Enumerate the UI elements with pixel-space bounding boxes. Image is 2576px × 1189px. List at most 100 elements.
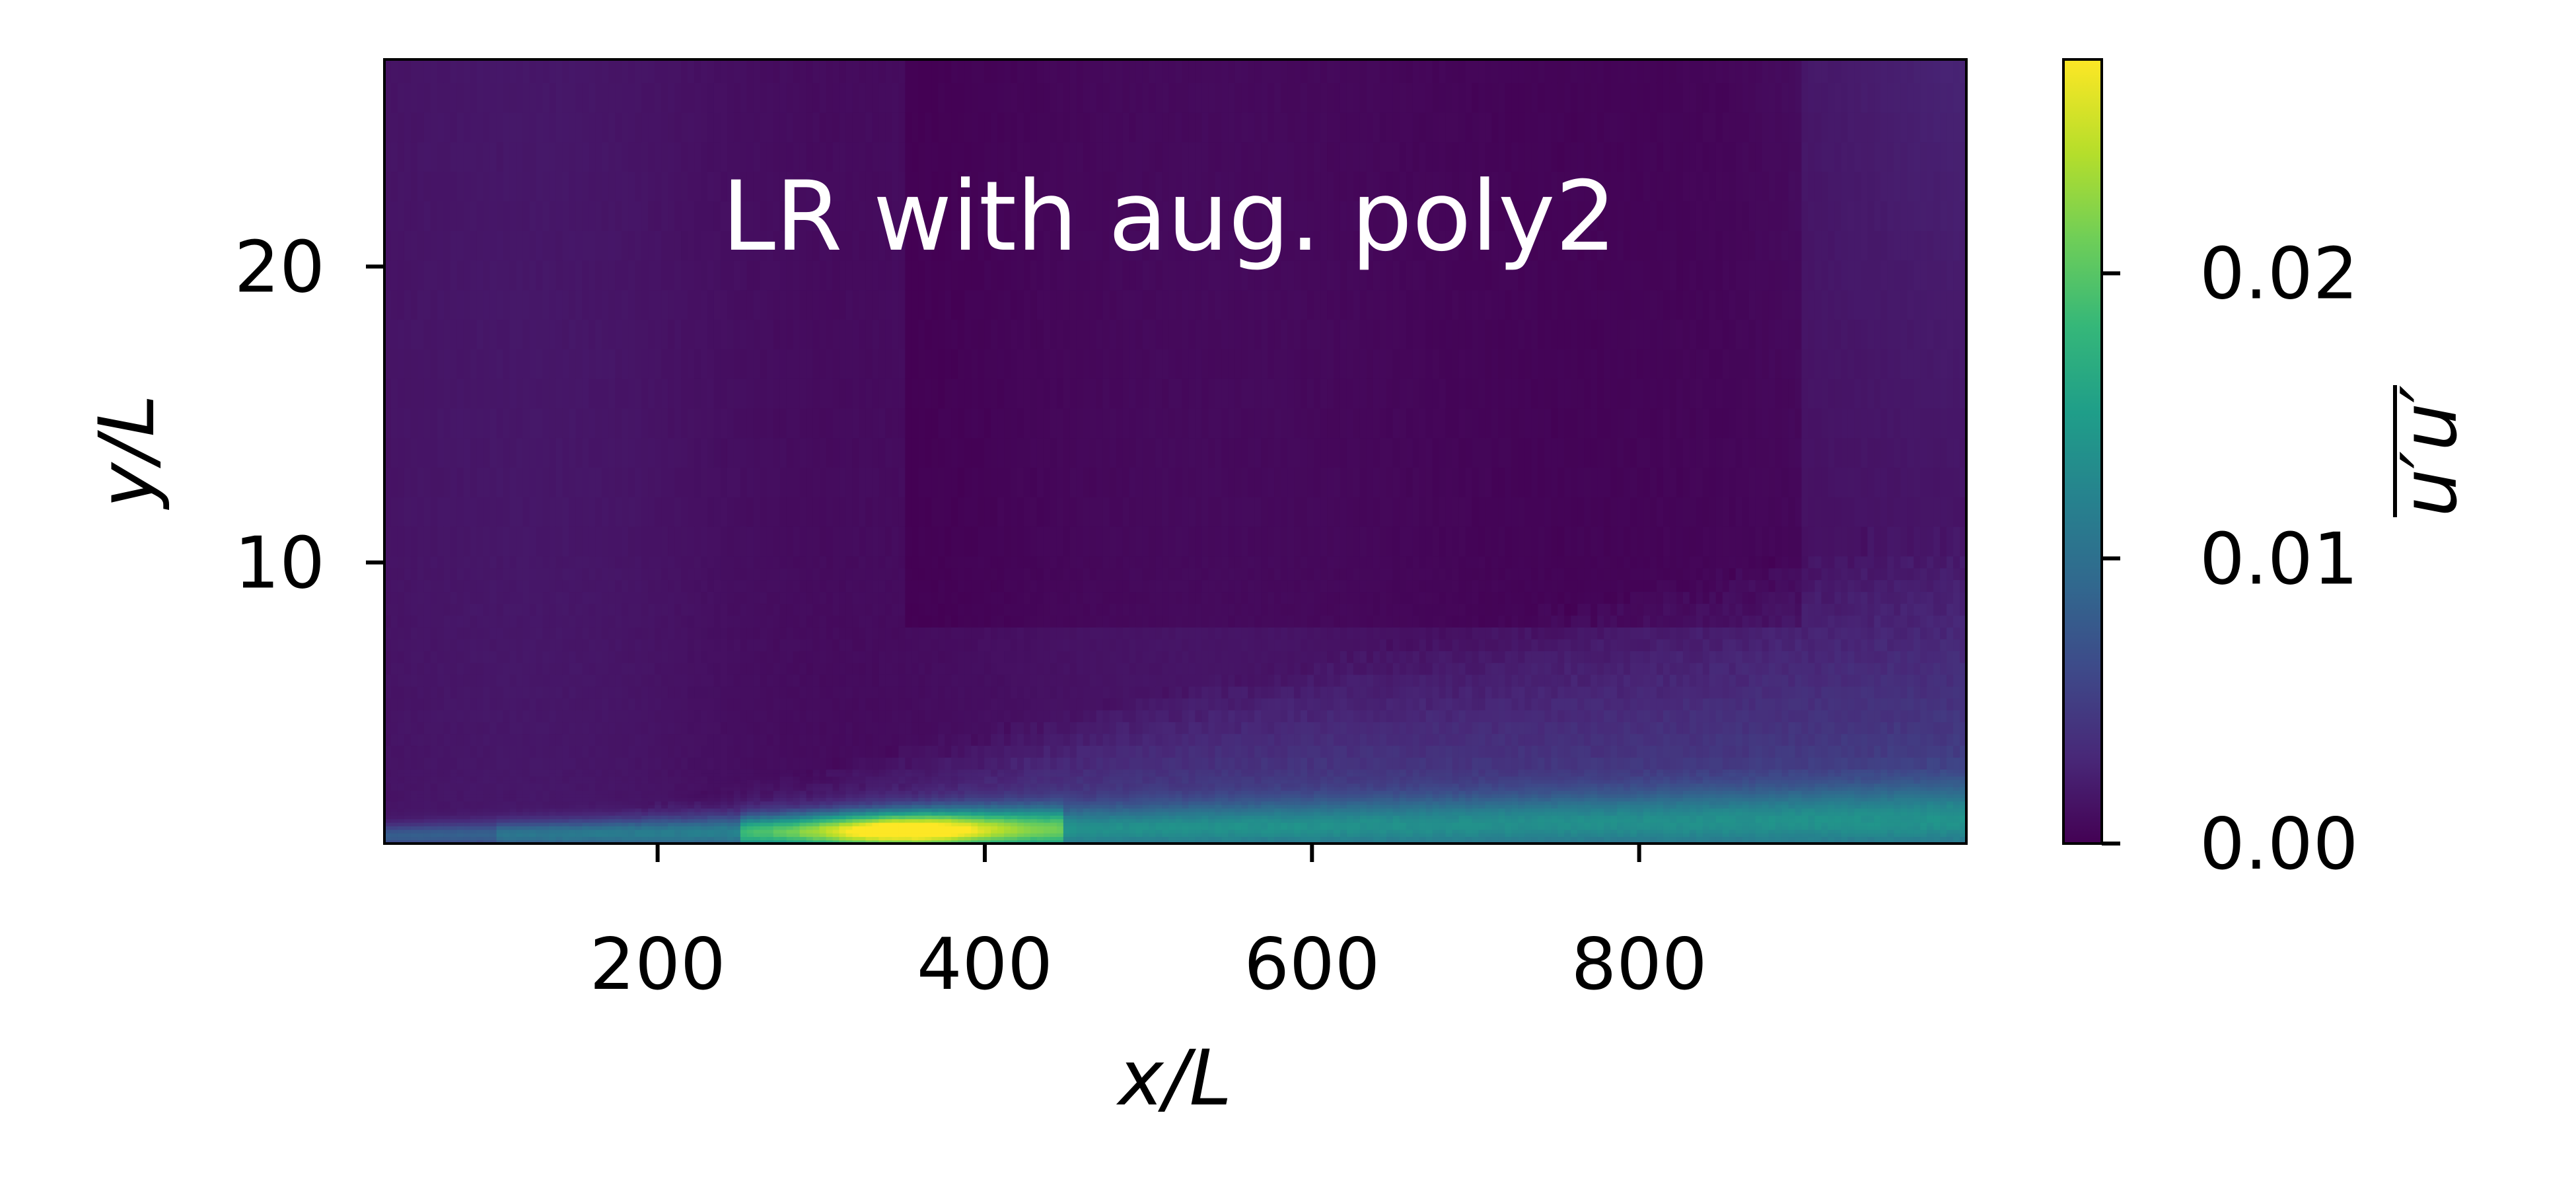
- heatmap-cell: [384, 378, 392, 409]
- heatmap-cell: [430, 772, 438, 777]
- heatmap-cell: [793, 757, 801, 770]
- heatmap-cell: [713, 201, 721, 231]
- heatmap-cell: [516, 639, 524, 651]
- heatmap-cell: [575, 757, 583, 770]
- heatmap-cell: [555, 733, 563, 746]
- heatmap-cell: [496, 709, 504, 723]
- heatmap-cell: [608, 829, 616, 834]
- heatmap-cell: [793, 378, 801, 409]
- heatmap-cell: [701, 721, 708, 735]
- heatmap-cell: [602, 112, 610, 143]
- heatmap-cell: [397, 757, 405, 770]
- heatmap-cell: [938, 779, 946, 784]
- heatmap-cell: [496, 650, 504, 663]
- heatmap-cell: [746, 772, 754, 777]
- heatmap-cell: [701, 627, 708, 639]
- heatmap-cell: [476, 840, 484, 844]
- heatmap-cell: [542, 808, 550, 812]
- heatmap-cell: [786, 793, 794, 798]
- heatmap-cell: [885, 201, 893, 231]
- heatmap-cell: [852, 437, 860, 468]
- heatmap-cell: [740, 790, 748, 795]
- heatmap-cell: [832, 840, 840, 844]
- heatmap-cell: [516, 319, 524, 349]
- heatmap-cell: [655, 790, 662, 795]
- heatmap-cell: [720, 801, 728, 805]
- heatmap-cell: [892, 801, 900, 805]
- heatmap-cell: [938, 662, 946, 675]
- heatmap-cell: [582, 579, 590, 593]
- heatmap-cell: [918, 349, 926, 379]
- heatmap-cell: [912, 497, 919, 527]
- heatmap-cell: [812, 82, 820, 113]
- heatmap-cell: [806, 603, 814, 616]
- heatmap-cell: [694, 826, 701, 830]
- heatmap-cell: [628, 804, 636, 809]
- heatmap-cell: [931, 832, 939, 838]
- heatmap-cell: [397, 437, 405, 468]
- heatmap-cell: [694, 59, 701, 83]
- heatmap-cell: [608, 591, 616, 604]
- heatmap-cell: [733, 591, 741, 604]
- heatmap-cell: [859, 639, 867, 651]
- heatmap-cell: [384, 836, 392, 841]
- heatmap-cell: [766, 319, 774, 349]
- heatmap-cell: [509, 826, 517, 830]
- heatmap-cell: [489, 260, 497, 291]
- heatmap-cell: [476, 437, 484, 468]
- heatmap-cell: [496, 811, 504, 816]
- heatmap-cell: [602, 603, 610, 616]
- heatmap-cell: [582, 783, 590, 787]
- heatmap-cell: [549, 319, 557, 349]
- heatmap-cell: [845, 769, 853, 774]
- heatmap-cell: [727, 804, 734, 809]
- heatmap-cell: [410, 408, 418, 439]
- heatmap-cell: [542, 811, 550, 816]
- heatmap-cell: [648, 556, 655, 569]
- heatmap-cell: [404, 349, 411, 379]
- heatmap-cell: [522, 497, 530, 527]
- heatmap-cell: [417, 230, 425, 261]
- heatmap-cell: [437, 783, 445, 787]
- heatmap-cell: [470, 260, 478, 291]
- heatmap-cell: [668, 818, 675, 823]
- heatmap-cell: [509, 686, 517, 699]
- heatmap-cell: [582, 674, 590, 687]
- heatmap-cell: [417, 171, 425, 201]
- heatmap-cell: [681, 579, 688, 593]
- heatmap-cell: [555, 378, 563, 409]
- heatmap-cell: [483, 840, 491, 844]
- heatmap-cell: [450, 775, 458, 781]
- heatmap-cell: [779, 408, 787, 439]
- heatmap-cell: [542, 698, 550, 711]
- heatmap-cell: [661, 349, 668, 379]
- heatmap-cell: [766, 733, 774, 746]
- heatmap-cell: [476, 591, 484, 604]
- heatmap-cell: [918, 793, 926, 798]
- heatmap-cell: [536, 686, 544, 699]
- heatmap-cell: [753, 745, 761, 758]
- heatmap-cell: [562, 408, 570, 439]
- heatmap-cell: [766, 567, 774, 581]
- heatmap-cell: [522, 804, 530, 809]
- heatmap-cell: [542, 745, 550, 758]
- heatmap-cell: [641, 721, 649, 735]
- heatmap-cell: [766, 201, 774, 231]
- heatmap-cell: [912, 808, 919, 812]
- heatmap-cell: [733, 832, 741, 838]
- heatmap-cell: [852, 772, 860, 777]
- heatmap-cell: [522, 840, 530, 844]
- heatmap-cell: [760, 686, 768, 699]
- heatmap-cell: [852, 260, 860, 291]
- heatmap-cell: [509, 627, 517, 639]
- heatmap-cell: [641, 709, 649, 723]
- heatmap-cell: [470, 840, 478, 844]
- heatmap-cell: [615, 112, 623, 143]
- heatmap-cell: [885, 793, 893, 798]
- heatmap-cell: [859, 319, 867, 349]
- heatmap-cell: [951, 260, 958, 291]
- heatmap-cell: [404, 556, 411, 569]
- heatmap-cell: [628, 745, 636, 758]
- heatmap-cell: [832, 289, 840, 320]
- heatmap-cell: [918, 82, 926, 113]
